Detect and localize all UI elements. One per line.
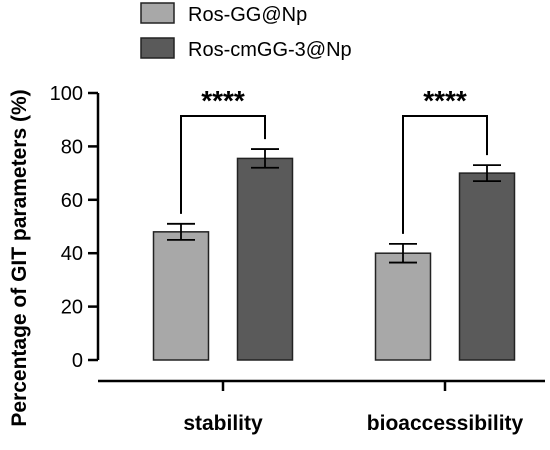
legend-swatch xyxy=(140,2,175,24)
x-category-label: bioaccessibility xyxy=(367,412,524,435)
significance-label: **** xyxy=(201,85,245,116)
error-bars xyxy=(167,148,501,264)
bar xyxy=(152,231,210,361)
legend-label: Ros-GG@Np xyxy=(188,4,307,26)
bar xyxy=(374,252,432,361)
significance-bracket xyxy=(180,115,266,214)
x-axis: stability bioaccessibility xyxy=(98,379,545,435)
bars xyxy=(152,157,516,361)
bar xyxy=(236,157,294,361)
legend-label: Ros-cmGG-3@Np xyxy=(188,39,352,61)
y-tick-label: 100 xyxy=(50,83,83,105)
y-tick-label: 80 xyxy=(61,136,83,158)
significance-bracket xyxy=(402,115,488,234)
y-tick-label: 60 xyxy=(61,190,83,212)
legend: Ros-GG@Np Ros-cmGG-3@Np xyxy=(140,2,352,61)
y-tick-label: 40 xyxy=(61,243,83,265)
x-category-label: stability xyxy=(183,412,263,435)
y-tick-label: 0 xyxy=(72,350,83,372)
bar xyxy=(458,172,516,361)
significance-label: **** xyxy=(423,85,467,116)
significance-brackets: **** **** xyxy=(180,85,488,234)
y-tick-label: 20 xyxy=(61,297,83,319)
y-axis-title: Percentage of GIT parameters (%) xyxy=(8,89,31,426)
y-axis: 0 20 40 60 80 100 xyxy=(50,83,100,372)
legend-swatch xyxy=(140,37,175,59)
